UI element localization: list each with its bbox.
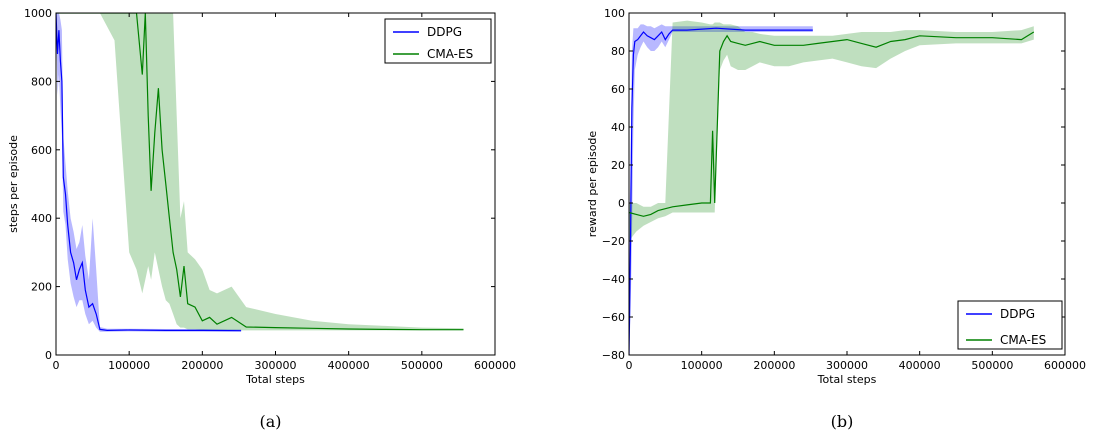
x-tick-label: 100000 [681, 359, 723, 372]
legend-label-cma-es: CMA-ES [427, 47, 473, 61]
x-tick-label: 200000 [181, 359, 223, 372]
legend-label-ddpg: DDPG [1000, 307, 1035, 321]
y-tick-label: 200 [31, 281, 52, 294]
y-tick-label: 400 [31, 212, 52, 225]
y-tick-label: 1000 [24, 7, 52, 20]
x-tick-label: 200000 [753, 359, 795, 372]
x-tick-label: 600000 [1044, 359, 1086, 372]
series-line-ddpg [56, 13, 242, 332]
y-axis-label: reward per episode [586, 131, 599, 238]
x-tick-label: 600000 [474, 359, 516, 372]
y-tick-label: −60 [602, 311, 625, 324]
panel-caption: (a) [259, 412, 281, 431]
plot-area [629, 20, 1035, 355]
series-line-ddpg [629, 27, 813, 355]
x-tick-label: 0 [626, 359, 633, 372]
x-axis-label: Total steps [817, 373, 877, 386]
y-tick-label: 100 [604, 7, 625, 20]
y-tick-label: 80 [611, 45, 625, 58]
x-tick-label: 500000 [971, 359, 1013, 372]
y-tick-label: −80 [602, 349, 625, 362]
series-line-cma-es [629, 31, 1035, 217]
series-band-ddpg [629, 24, 813, 355]
y-tick-label: 800 [31, 75, 52, 88]
y-tick-label: −40 [602, 273, 625, 286]
y-tick-label: 600 [31, 144, 52, 157]
y-tick-label: 40 [611, 121, 625, 134]
y-axis-label: steps per episode [7, 135, 20, 233]
legend-label-cma-es: CMA-ES [1000, 333, 1046, 347]
series-band-cma-es [629, 20, 1034, 241]
y-tick-label: −20 [602, 235, 625, 248]
plot-area [56, 13, 464, 332]
legend-box [957, 300, 1063, 350]
x-tick-label: 400000 [328, 359, 370, 372]
x-tick-label: 300000 [826, 359, 868, 372]
x-axis-label: Total steps [245, 373, 305, 386]
panel-caption: (b) [831, 412, 854, 431]
legend-label-ddpg: DDPG [427, 25, 462, 39]
series-line-cma-es [56, 13, 464, 331]
x-tick-label: 500000 [401, 359, 443, 372]
x-tick-label: 300000 [255, 359, 297, 372]
y-tick-label: 0 [618, 197, 625, 210]
y-tick-label: 20 [611, 159, 625, 172]
x-tick-label: 400000 [899, 359, 941, 372]
y-tick-label: 60 [611, 83, 625, 96]
legend-box [384, 18, 492, 64]
legend: DDPG CMA-ES [384, 18, 492, 64]
x-tick-label: 0 [53, 359, 60, 372]
series-band-ddpg [56, 13, 242, 332]
legend: DDPG CMA-ES [957, 300, 1063, 350]
y-tick-label: 0 [45, 349, 52, 362]
chart-panel-b: 0 100000 200000 300000 400000 500000 600000 −80… [586, 7, 1086, 431]
chart-panel-a: 0 100000 200000 300000 400000 500000 600000 0 20… [7, 7, 516, 431]
x-tick-label: 100000 [108, 359, 150, 372]
